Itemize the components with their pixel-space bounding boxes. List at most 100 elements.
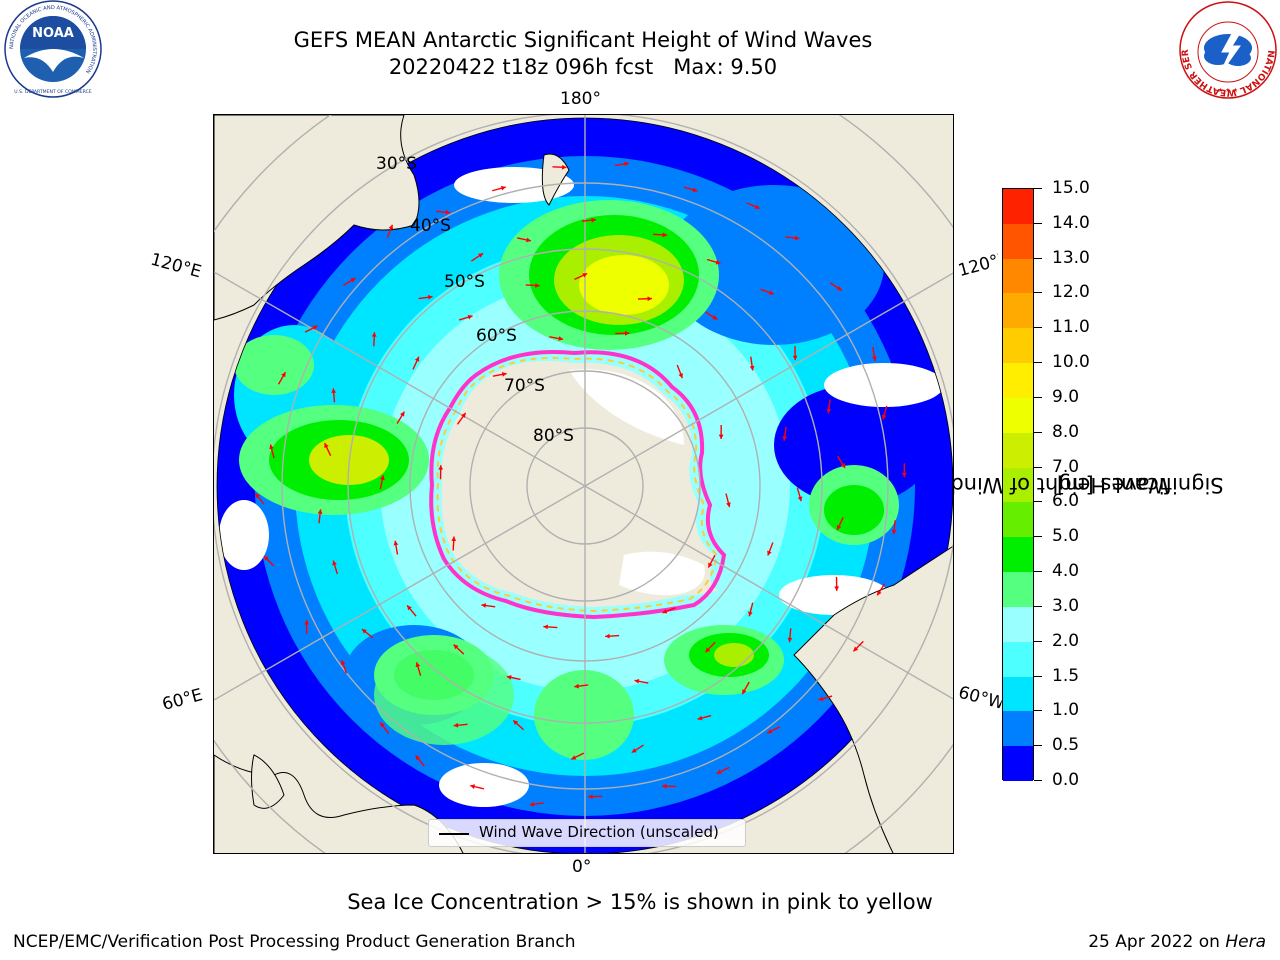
colorbar-segment xyxy=(1003,746,1033,781)
colorbar-segment xyxy=(1003,606,1033,642)
lon-label-180: 180° xyxy=(560,89,601,109)
nws-logo: NATIONAL WEATHER SERVICE ★ ★ ★ xyxy=(1175,0,1278,100)
wave-arrow-head xyxy=(513,720,519,726)
wave-direction-arrows xyxy=(254,161,907,807)
wave-arrow-head xyxy=(582,273,588,278)
wave-arrow-head xyxy=(591,217,596,223)
lon-label-120w: 120°W xyxy=(956,250,1002,282)
colorbar-tick-label: 13.0 xyxy=(1052,247,1090,268)
colorbar-tick-mark xyxy=(1034,675,1042,677)
colorbar-tick-label: 8.0 xyxy=(1052,421,1080,442)
colorbar-tick-mark xyxy=(1034,431,1042,433)
wave-arrow-head xyxy=(705,647,711,653)
colorbar-segment xyxy=(1003,397,1033,433)
wave-arrow-head xyxy=(712,315,718,320)
madagascar-landmass xyxy=(251,754,285,809)
wave-arrow-head xyxy=(840,463,846,469)
wave-arrow-head xyxy=(331,388,337,393)
wave-arrow-head xyxy=(794,235,800,241)
colorbar-tick-mark xyxy=(1034,292,1042,294)
wave-arrow-head xyxy=(718,434,724,440)
wave-arrow-head xyxy=(708,562,713,568)
wave-arrow-head xyxy=(350,278,356,283)
wave-arrow-head xyxy=(332,560,337,566)
lon-label-60e: 60°E xyxy=(160,685,205,715)
wave-arrow-head xyxy=(834,586,840,591)
wave-arrow-head xyxy=(782,436,788,441)
colorbar-tick-mark xyxy=(1034,745,1042,747)
wave-arrow-head xyxy=(453,722,459,728)
wave-arrow-head xyxy=(818,696,824,701)
colorbar-tick-mark xyxy=(1034,222,1042,224)
south-america-landmass xyxy=(793,545,953,853)
sea-ice-note: Sea Ice Concentration > 15% is shown in … xyxy=(347,890,933,914)
wave-arrow-head xyxy=(768,290,774,295)
wave-arrow-head xyxy=(853,646,859,652)
wave-arrow-head xyxy=(748,611,753,617)
colorbar-segment xyxy=(1003,641,1033,677)
wave-arrow-head xyxy=(871,356,877,361)
wave-arrow-head xyxy=(263,555,269,561)
wave-arrow-head xyxy=(787,637,793,643)
colorbar-tick-mark xyxy=(1034,640,1042,642)
colorbar-tick-label: 3.0 xyxy=(1052,595,1080,616)
wave-arrow-head xyxy=(588,794,593,800)
map-legend: Wind Wave Direction (unscaled) xyxy=(428,819,746,847)
lon-label-60w: 60°W xyxy=(956,682,1004,714)
wave-arrow-head xyxy=(767,729,773,734)
wave-arrow-head xyxy=(605,633,610,639)
colorbar-tick-label: 2.0 xyxy=(1052,630,1080,651)
wave-arrow-head xyxy=(379,475,385,481)
wave-arrow-head xyxy=(438,465,444,470)
svg-text:NOAA: NOAA xyxy=(32,26,74,41)
colorbar-segment xyxy=(1003,223,1033,259)
colorbar-tick-mark xyxy=(1034,257,1042,259)
wave-arrow-head xyxy=(478,253,484,258)
wave-arrow-head xyxy=(749,365,755,371)
lon-label-120e: 120°E xyxy=(148,249,204,283)
legend-label: Wind Wave Direction (unscaled) xyxy=(479,823,719,841)
wave-arrow-head xyxy=(407,605,412,611)
wave-arrow-head xyxy=(467,314,473,320)
plot-title: GEFS MEAN Antarctic Significant Height o… xyxy=(293,28,873,52)
wave-arrow-head xyxy=(461,412,466,418)
wave-arrow-head xyxy=(877,590,882,596)
wave-arrow-head xyxy=(571,755,577,760)
footer-credit: NCEP/EMC/Verification Post Processing Pr… xyxy=(13,932,576,952)
wave-arrow-head xyxy=(624,330,630,336)
wave-arrow-head xyxy=(500,185,506,191)
lat-label-50s: 50°S xyxy=(444,272,485,292)
colorbar-tick-label: 1.0 xyxy=(1052,700,1080,721)
colorbar-tick-label: 14.0 xyxy=(1052,212,1090,233)
wave-arrow-head xyxy=(662,783,667,789)
colorbar-tick-label: 1.5 xyxy=(1052,665,1080,686)
wave-arrow-head xyxy=(792,355,798,361)
wave-arrow-head xyxy=(451,536,457,542)
colorbar-segment xyxy=(1003,432,1033,468)
wave-arrow-head xyxy=(561,164,567,170)
wave-arrow-head xyxy=(634,678,640,684)
wave-arrow-head xyxy=(400,411,405,417)
wave-arrow-head xyxy=(836,524,842,530)
wave-arrow-head xyxy=(742,689,747,695)
wave-arrow-head xyxy=(678,373,683,379)
colorbar-segment xyxy=(1003,711,1033,747)
colorbar-tick-mark xyxy=(1034,571,1042,573)
lat-label-30s: 30°S xyxy=(376,154,417,174)
colorbar-tick-mark xyxy=(1034,396,1042,398)
colorbar-tick-mark xyxy=(1034,362,1042,364)
graticule xyxy=(214,115,953,853)
wave-arrow-head xyxy=(726,502,731,508)
wave-arrow-head xyxy=(388,224,394,230)
wave-arrow-head xyxy=(662,609,668,614)
colorbar-tick-label: 0.0 xyxy=(1052,770,1080,790)
wave-arrow-head xyxy=(826,408,832,414)
wave-arrow-head xyxy=(754,204,760,210)
wave-arrow-head xyxy=(662,232,668,238)
wave-arrow-head xyxy=(881,414,887,420)
wave-arrow-head xyxy=(312,325,318,330)
wave-arrow-head xyxy=(697,715,703,721)
plot-subtitle: 20220422 t18z 096h fcst Max: 9.50 xyxy=(388,55,778,79)
wave-arrow-head xyxy=(574,683,579,689)
colorbar-tick-label: 15.0 xyxy=(1052,178,1090,198)
